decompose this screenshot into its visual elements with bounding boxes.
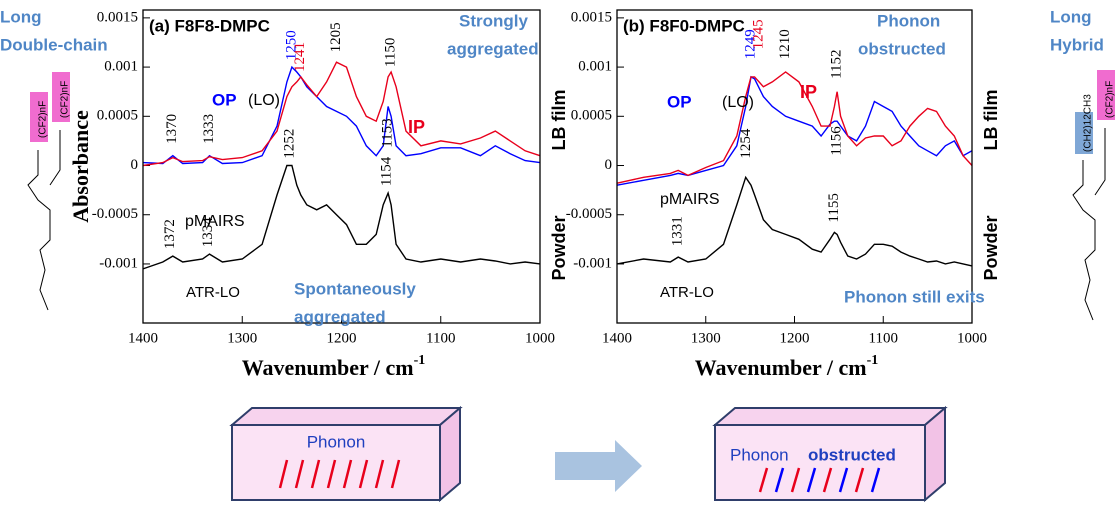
peak-label: 1370 [164,114,180,144]
annotation: aggregated [447,39,539,58]
peak-label: 1154 [379,156,395,186]
chain-label: (CF2)nF [60,81,71,118]
y-tick-label: -0.001 [573,255,612,271]
diagram-label: Phonon [307,432,366,451]
series-label: IP [408,117,425,137]
x-tick-label: 1000 [525,330,555,346]
y-tick-label: -0.0005 [92,206,138,222]
molecule-left [27,72,70,311]
peak-label: 1205 [328,22,344,52]
y-tick-label: 0.0005 [571,108,612,124]
molecule-right [1072,70,1115,321]
panel-title: Long [0,7,42,26]
x-tick-label: 1200 [780,330,810,346]
panel-title: Double-chain [0,35,108,54]
x-tick-label: 1400 [128,330,158,346]
spectrum-line [616,71,973,184]
peak-label: 1241 [292,42,308,72]
y-tick-label: 0 [605,157,613,173]
x-axis-label: Wavenumber / cm-1 [695,353,879,380]
spectrum-line [616,175,973,267]
peak-label: 1254 [738,128,754,159]
peak-label: 1155 [826,193,842,222]
series-label: ATR-LO [660,284,714,301]
x-axis-label: Wavenumber / cm-1 [242,353,426,380]
annotation: Spontaneously [294,279,416,298]
chain-label: (CF2)nF [1105,81,1116,118]
peak-label: 1150 [383,38,399,67]
x-tick-label: 1400 [602,330,632,346]
series-label: OP [667,92,692,111]
chart-title: (b) F8F0-DMPC [623,16,745,35]
diagram-label: obstructed [808,445,896,464]
annotation: aggregated [294,307,386,326]
series-label: ATR-LO [186,284,240,301]
annotation: pMAIRS [660,191,720,208]
peak-label: 1372 [162,219,178,249]
y-tick-label: -0.001 [99,255,138,271]
side-label: LB film [549,90,569,151]
peak-label: 1250 [283,30,299,60]
peak-label: 1152 [829,49,845,78]
transition-arrow [555,440,642,492]
diagram-label: Phonon [730,445,789,464]
peak-label: 1156 [829,126,845,156]
x-tick-label: 1200 [327,330,357,346]
y-tick-label: 0 [131,157,139,173]
x-tick-label: 1000 [957,330,987,346]
annotation: (LO) [248,92,280,109]
spectrum-line [142,61,541,167]
peak-label: 1331 [670,216,686,246]
phonon-arrows [278,459,401,489]
x-tick-label: 1300 [691,330,721,346]
phonon-box [712,405,948,503]
y-tick-label: 0.0015 [97,9,138,25]
y-tick-label: 0.001 [104,59,138,75]
phonon-arrows [758,467,881,493]
peak-label: 1153 [380,118,396,147]
x-axis-label-sup: -1 [414,353,426,368]
peak-label: 1333 [201,114,217,144]
spectrum-line [616,75,973,186]
annotation: pMAIRS [185,213,245,230]
x-tick-label: 1300 [227,330,257,346]
peak-label: 1245 [750,19,766,49]
y-tick-label: 0.001 [578,59,612,75]
spectrum-line [142,164,541,270]
spectrum-line [142,65,541,165]
series-label: IP [800,82,817,102]
chain-label: (CF2)nF [38,101,49,138]
phonon-box [229,405,463,503]
x-tick-label: 1100 [869,330,898,346]
y-tick-label: -0.0005 [566,206,612,222]
peak-label: 1249 [742,29,758,59]
y-axis-label: Absorbance [68,110,93,223]
panel-title: Long [1050,7,1092,26]
side-label: Powder [981,215,1001,280]
x-axis-label-sup: -1 [867,353,879,368]
chain-label: (CH2)12CH3 [1083,94,1094,152]
peak-label: 1252 [281,129,297,159]
panel-title: Hybrid [1050,35,1104,54]
x-tick-label: 1100 [426,330,455,346]
plot-frame [142,9,541,324]
chart-title: (a) F8F8-DMPC [149,16,270,35]
annotation: (LO) [722,94,754,111]
side-label: Powder [549,215,569,280]
peak-label: 1210 [777,29,793,59]
series-label: OP [212,90,237,109]
plot-frame [616,9,973,324]
annotation: Strongly [459,11,528,30]
side-label: LB film [981,90,1001,151]
peak-label: 1334 [200,217,216,248]
x-axis-label-text: Wavenumber / cm [242,355,414,380]
y-tick-label: 0.0005 [97,108,138,124]
y-tick-label: 0.0015 [571,9,612,25]
annotation: Phonon still exits [844,287,985,306]
annotation: Phonon [877,11,940,30]
annotation: obstructed [858,39,946,58]
x-axis-label-text: Wavenumber / cm [695,355,867,380]
